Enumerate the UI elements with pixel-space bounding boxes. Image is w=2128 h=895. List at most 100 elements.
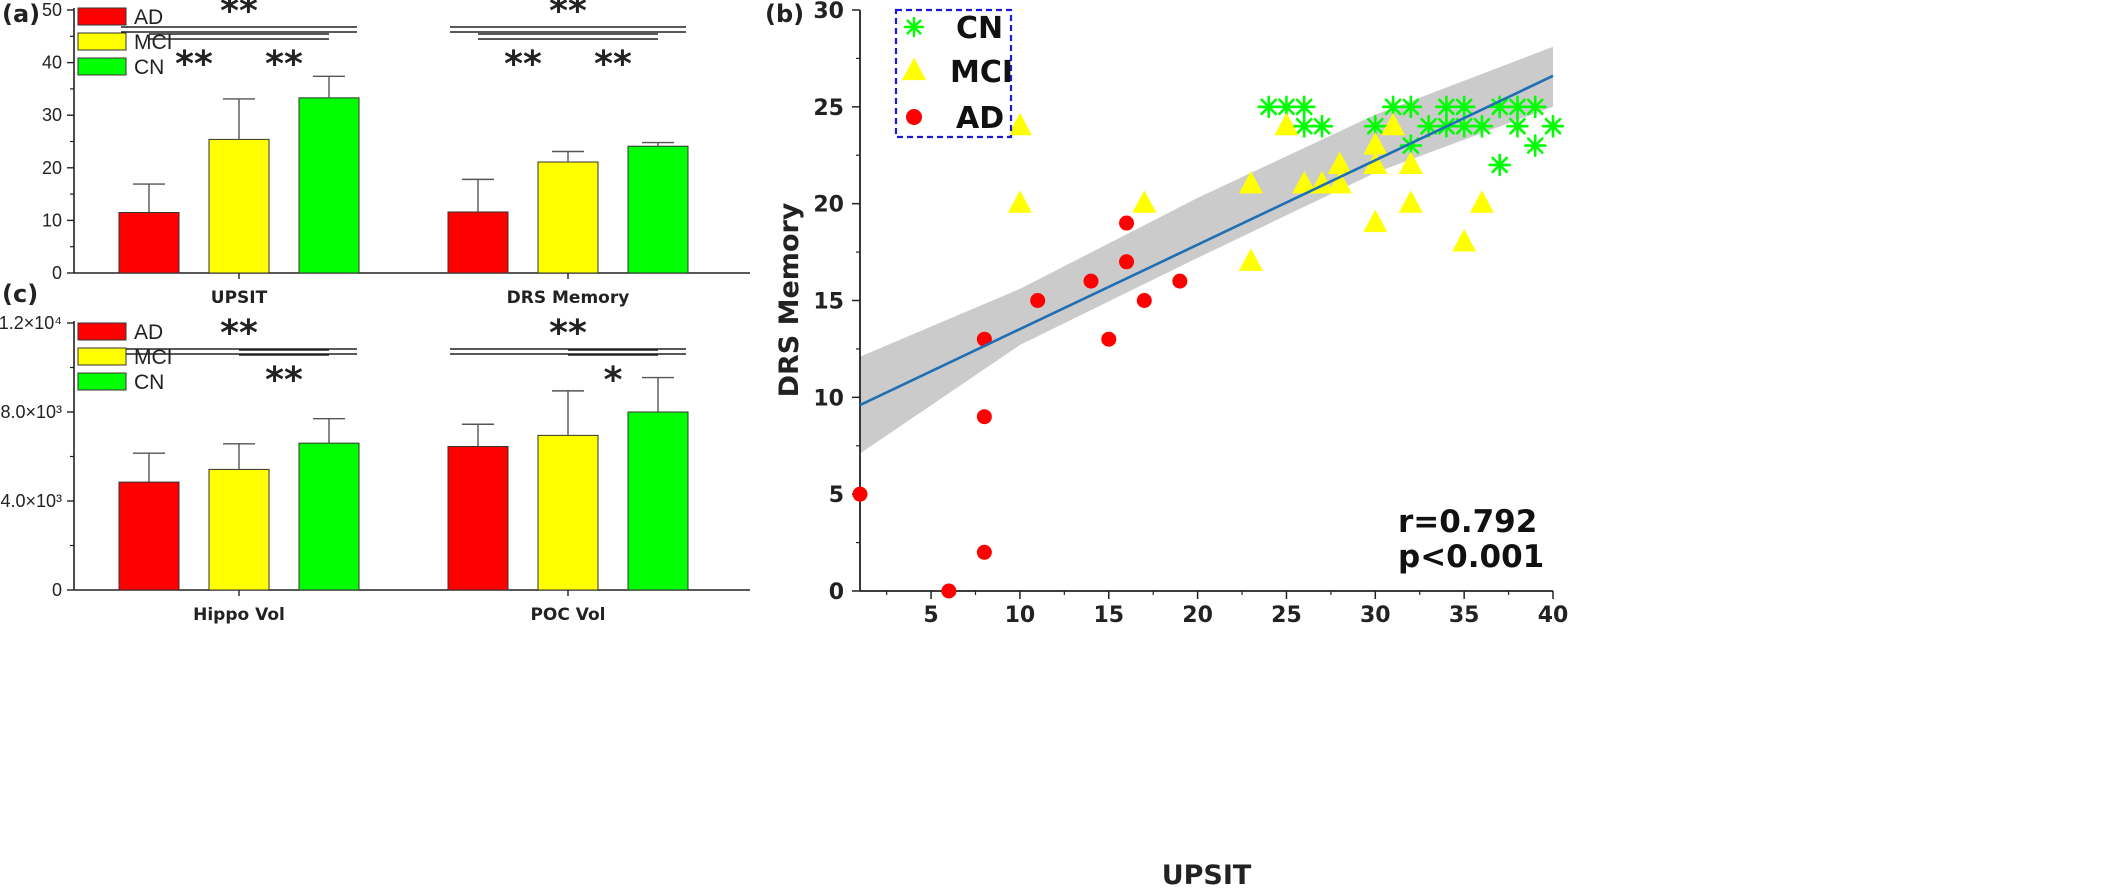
point-cn	[1470, 114, 1494, 138]
y-tick-label: 30	[42, 105, 62, 125]
legend-label: AD	[134, 6, 163, 29]
legend-swatch-cn	[77, 57, 127, 76]
category-label: POC Vol	[530, 605, 605, 625]
legend-swatch-cn	[77, 372, 127, 391]
point-cn	[1292, 95, 1316, 119]
point-mci	[1398, 190, 1423, 213]
y-tick-label: 10	[42, 210, 62, 230]
legend-label: AD	[956, 101, 1004, 136]
asterisk-stroke	[1260, 98, 1278, 116]
regression-line	[859, 74, 1554, 407]
asterisk-stroke	[1491, 98, 1509, 116]
point-cn	[1523, 134, 1547, 157]
asterisk-stroke	[1402, 98, 1420, 116]
p-value: p<0.001	[1398, 539, 1544, 575]
y-tick-label: 0	[52, 263, 62, 283]
significance-label: **	[220, 0, 258, 32]
bar-cn	[627, 145, 689, 274]
point-mci	[1007, 112, 1032, 136]
point-ad	[976, 544, 992, 560]
significance-label: **	[220, 313, 258, 354]
point-mci	[1292, 170, 1317, 194]
asterisk-stroke	[1509, 117, 1526, 135]
point-mci	[1469, 190, 1494, 213]
significance-label: **	[594, 44, 632, 85]
legend-label: MCI	[134, 31, 173, 54]
x-axis-title: UPSIT	[1162, 860, 1252, 891]
point-cn	[1488, 153, 1511, 177]
bar-ad	[118, 212, 180, 274]
x-tick-label: 35	[1449, 603, 1480, 628]
point-mci	[1238, 248, 1263, 271]
asterisk-stroke	[1278, 98, 1295, 116]
asterisk-stroke	[1366, 117, 1384, 135]
point-mci	[1238, 170, 1263, 194]
significance-label: *	[604, 360, 623, 401]
legend-label: MCI	[134, 346, 173, 369]
panel-b-scatter-plot: (b) 0 5 10 15 20 25 30 5 10 15 20 25 30 35 40 UPSIT DRS M…	[765, 0, 1568, 891]
y-tick-label: 8.0×10³	[0, 402, 62, 422]
y-axis-title: DRS Memory	[774, 202, 805, 397]
y-tick-label: 15	[813, 290, 844, 315]
point-mci	[1327, 151, 1352, 175]
significance-label: **	[549, 313, 587, 354]
point-cn	[1310, 114, 1334, 138]
point-ad	[1030, 293, 1046, 308]
correlation-r: r=0.792	[1398, 504, 1537, 540]
y-tick-label: 25	[813, 96, 844, 121]
x-tick-label: 20	[1182, 603, 1213, 628]
legend-marker-mci	[902, 57, 926, 81]
point-ad	[1083, 273, 1099, 289]
point-cn	[1435, 95, 1458, 119]
y-tick-label: 1.2×10⁴	[0, 313, 62, 333]
asterisk-stroke	[1544, 117, 1562, 135]
bar-ad	[118, 481, 180, 591]
asterisk-stroke	[1295, 117, 1313, 135]
panel-label: (c)	[2, 280, 38, 308]
bar-cn	[298, 442, 360, 591]
asterisk-stroke	[1455, 117, 1473, 135]
asterisk-stroke	[1438, 98, 1455, 116]
point-ad	[941, 583, 957, 599]
point-mci	[1363, 151, 1388, 175]
point-mci	[1007, 190, 1032, 213]
bar-ad	[447, 445, 509, 591]
legend-swatch-mci	[77, 32, 127, 51]
legend-label: CN	[134, 56, 164, 79]
legend-label: AD	[134, 321, 163, 344]
asterisk-stroke	[1473, 117, 1491, 135]
asterisk-stroke	[1509, 98, 1526, 116]
point-mci	[1274, 112, 1299, 136]
y-tick-label: 30	[813, 0, 844, 24]
asterisk-stroke	[1526, 137, 1544, 154]
point-ad	[1101, 331, 1117, 347]
legend-label: CN	[956, 11, 1003, 46]
panel-label: (b)	[765, 0, 804, 28]
point-mci	[1363, 132, 1388, 155]
point-cn	[1399, 95, 1423, 119]
point-mci	[1327, 170, 1352, 194]
point-mci	[1452, 229, 1477, 252]
legend-swatch-ad	[77, 322, 127, 341]
y-tick-label: 20	[42, 158, 62, 178]
point-ad	[1172, 273, 1188, 289]
category-label: UPSIT	[211, 288, 268, 308]
asterisk-stroke	[1420, 117, 1437, 135]
x-tick-label: 40	[1538, 603, 1569, 628]
asterisk-stroke	[1455, 98, 1473, 116]
point-ad	[1119, 254, 1135, 270]
y-tick-label: 0	[52, 580, 62, 600]
point-ad	[1136, 293, 1152, 308]
point-mci	[1363, 209, 1388, 233]
bar-mci	[537, 434, 599, 591]
y-tick-label: 50	[42, 0, 62, 20]
bar-cn	[298, 97, 360, 274]
asterisk-stroke	[1295, 98, 1313, 116]
y-tick-label: 0	[829, 580, 844, 605]
bar-mci	[537, 161, 599, 274]
point-mci	[1381, 112, 1406, 136]
x-tick-label: 25	[1271, 603, 1302, 628]
bar-ad	[447, 211, 509, 274]
